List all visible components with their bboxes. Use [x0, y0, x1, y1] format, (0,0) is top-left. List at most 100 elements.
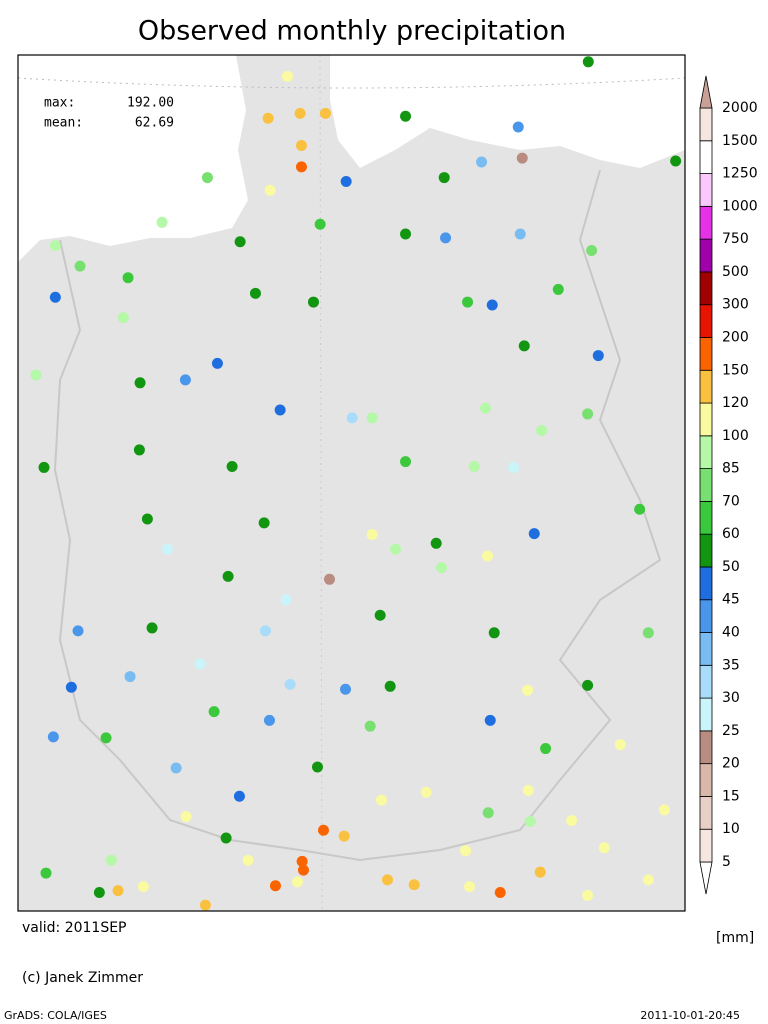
station-dot [179, 374, 191, 386]
station-dot [314, 218, 326, 230]
station-dot [512, 121, 524, 133]
station-dot [117, 312, 129, 324]
station-dot [400, 110, 412, 122]
station-dot [488, 627, 500, 639]
max-label: max: [44, 96, 75, 111]
station-dot [482, 550, 494, 562]
station-dot [536, 424, 548, 436]
station-dot [642, 874, 654, 886]
legend-swatch [699, 468, 713, 502]
station-dot [49, 240, 61, 252]
station-dot [74, 260, 86, 272]
station-dot [464, 881, 476, 893]
legend-swatch [699, 599, 713, 633]
station-dot [161, 543, 173, 555]
legend-swatch [699, 566, 713, 601]
station-dot [516, 152, 528, 164]
legend-swatch [699, 697, 713, 732]
station-dot [642, 627, 654, 639]
station-dot [311, 761, 323, 773]
station-dot [156, 216, 168, 228]
station-dot [494, 887, 506, 899]
station-dot [259, 625, 271, 637]
valid-label: valid: 2011SEP [22, 920, 127, 936]
mean-value: 62.69 [135, 116, 174, 131]
station-dot [430, 537, 442, 549]
station-dot [420, 786, 432, 798]
station-dot [384, 680, 396, 692]
legend-label: 15 [722, 788, 740, 804]
station-dot [582, 56, 594, 68]
station-dot [598, 842, 610, 854]
legend-swatch [699, 238, 713, 273]
footer-left: GrADS: COLA/IGES [4, 1009, 107, 1022]
station-dot [460, 845, 472, 857]
station-dot [93, 887, 105, 899]
station-dot [518, 340, 530, 352]
station-dot [582, 408, 594, 420]
station-dot [476, 156, 488, 168]
station-dot [134, 377, 146, 389]
station-dot [124, 671, 136, 683]
legend-label: 35 [722, 657, 740, 673]
legend-label: 50 [722, 559, 740, 575]
legend-label: 300 [722, 297, 749, 313]
station-dot [65, 681, 77, 693]
legend-swatch [699, 140, 713, 174]
legend-swatch [699, 402, 713, 437]
station-dot [400, 228, 412, 240]
legend-swatch [699, 337, 713, 371]
station-dot [234, 236, 246, 248]
legend-label: 200 [722, 329, 749, 345]
legend-label: 100 [722, 428, 749, 444]
station-dot [468, 460, 480, 472]
station-dot [194, 658, 206, 670]
station-dot [105, 854, 117, 866]
station-dot [269, 880, 281, 892]
station-dot [376, 794, 388, 806]
north-sea [18, 55, 248, 262]
station-dot [364, 720, 376, 732]
station-dot [440, 232, 452, 244]
legend-swatch [699, 533, 713, 568]
station-dot [249, 287, 261, 299]
legend-label: 85 [722, 461, 740, 477]
legend-swatch [699, 107, 713, 142]
stations [30, 56, 682, 911]
legend-label: 1250 [722, 166, 758, 182]
station-dot [522, 684, 534, 696]
legend-swatch [699, 828, 713, 863]
station-dot [508, 461, 520, 473]
legend-triangle [699, 75, 713, 109]
legend-swatch [699, 173, 713, 207]
legend-label: 150 [722, 362, 749, 378]
legend: 5 10 15 20 25 30 35 40 45 50 60 70 85 100 120 150 200 300… [699, 75, 758, 895]
station-dot [242, 854, 254, 866]
legend-label: 10 [722, 821, 740, 837]
station-dot [339, 683, 351, 695]
legend-label: 25 [722, 723, 740, 739]
station-dot [658, 804, 670, 816]
station-dot [222, 570, 234, 582]
station-dot [438, 172, 450, 184]
station-dot [522, 784, 534, 796]
legend-label: 60 [722, 526, 740, 542]
station-dot [295, 161, 307, 173]
station-dot [264, 184, 276, 196]
legend-label: 120 [722, 395, 749, 411]
station-dot [480, 402, 492, 414]
station-dot [552, 283, 564, 295]
station-dot [582, 889, 594, 901]
station-dot [284, 678, 296, 690]
legend-label: 5 [722, 854, 731, 870]
station-dot [170, 762, 182, 774]
station-dot [141, 513, 153, 525]
station-dot [262, 112, 274, 124]
station-dot [366, 529, 378, 541]
station-dot [146, 622, 158, 634]
legend-triangle [699, 861, 713, 895]
baltic-sea [330, 55, 685, 168]
station-dot [40, 867, 52, 879]
legend-swatch [699, 664, 713, 699]
